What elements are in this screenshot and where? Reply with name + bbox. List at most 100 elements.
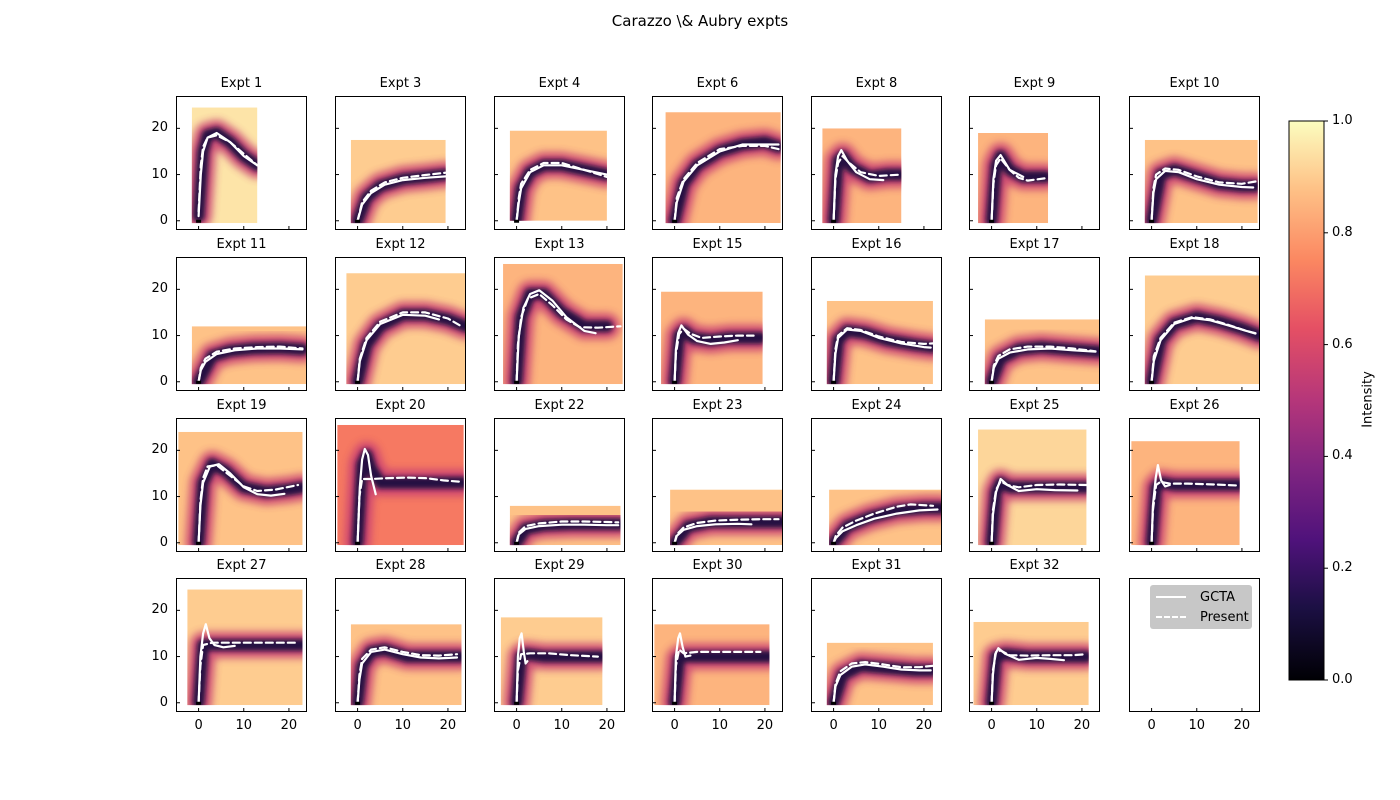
present-line [356,476,463,544]
source-marker [672,541,678,545]
panel-axes [1129,96,1260,230]
x-tick-label: 0 [512,718,521,733]
panel-title: Expt 12 [375,237,426,252]
present-line [832,660,935,704]
x-tick-label: 10 [1188,718,1206,733]
colorbar-tick-label: 0.6 [1332,336,1353,352]
source-marker [831,219,837,223]
colorbar-tick-label: 0.4 [1332,448,1353,464]
panel-axes [811,418,942,552]
panel-axes [652,96,783,230]
empty-legend-axes [1129,578,1260,712]
colorbar-tick-label: 0.0 [1332,672,1353,687]
x-tick-label: 0 [829,718,838,733]
panel-title: Expt 29 [534,558,585,573]
x-tick-label: 0 [987,718,996,733]
source-marker [989,701,995,705]
present-line [197,134,259,213]
present-line [1150,480,1239,544]
x-tick-label: 10 [394,718,412,733]
panel-title: Expt 24 [851,398,902,413]
figure-title: Carazzo \& Aubry expts [611,12,789,30]
present-line [197,345,304,383]
axes-frame [494,257,625,391]
present-line [832,503,935,544]
panel-title: Expt 17 [1009,237,1060,252]
present-line [673,144,780,222]
x-tick-label: 10 [1028,718,1046,733]
panel-title: Expt 6 [696,76,739,91]
present-line [197,463,300,544]
y-tick-label: 0 [159,534,168,550]
y-tick-label: 20 [151,442,168,458]
source-marker [989,219,995,223]
panel-axes [335,418,466,552]
plume-core [668,650,770,706]
x-tick-label: 10 [235,718,253,733]
axes-frame [969,418,1100,552]
present-line [990,345,1097,383]
present-line [515,520,620,544]
x-tick-label: 10 [553,718,571,733]
axes-frame [969,96,1100,230]
axes-frame [811,96,942,230]
gcta-line [673,632,692,704]
colorbar-tick-label: 1.0 [1332,113,1353,128]
panel-title: Expt 9 [1013,76,1056,91]
y-tick-label: 0 [159,212,168,228]
present-line [515,161,609,222]
axes-frame [969,578,1100,712]
source-marker [831,701,837,705]
colorbar-tick-label: 0.2 [1332,560,1353,576]
present-line [1150,315,1259,383]
panel-title: Expt 28 [375,558,426,573]
source-marker [196,701,202,705]
present-line [673,518,780,544]
present-line [832,327,935,383]
axes-frame [1129,418,1260,552]
panel-title: Expt 11 [216,237,267,252]
panel-axes [969,418,1100,552]
gcta-line [356,313,441,383]
panel-axes [969,257,1100,391]
axes-frame [1129,578,1260,712]
gcta-line [832,663,932,704]
x-tick-label: 10 [711,718,729,733]
gcta-line [515,632,529,704]
x-tick-label: 20 [1233,718,1251,733]
source-marker [1149,541,1155,545]
source-marker [989,380,995,384]
panel-axes [811,257,942,391]
x-tick-label: 0 [1147,718,1156,733]
axes-frame [652,418,783,552]
axes-frame [652,578,783,712]
panel-axes [494,418,625,552]
panel-title: Expt 26 [1169,398,1220,413]
x-tick-label: 20 [280,718,298,733]
panel-axes [335,578,466,712]
panel-title: Expt 1 [220,76,263,91]
present-line [356,311,463,383]
panel-axes [176,418,307,552]
axes-frame [176,257,307,391]
panel-axes [494,96,625,230]
axes-frame [176,418,307,552]
x-tick-label: 0 [670,718,679,733]
panel-title: Expt 27 [216,558,267,573]
y-tick-label: 10 [151,166,168,182]
axes-frame [494,418,625,552]
y-tick-label: 0 [159,694,168,710]
source-marker [831,380,837,384]
panel-axes [176,578,307,712]
panel-title: Expt 3 [379,76,422,91]
axes-frame [652,96,783,230]
panel-title: Expt 30 [692,558,743,573]
axes-frame [652,257,783,391]
panel-axes [652,257,783,391]
y-tick-label: 10 [151,648,168,664]
present-line [990,480,1088,544]
source-marker [831,541,837,545]
y-tick-label: 10 [151,488,168,504]
source-marker [1149,380,1155,384]
present-line [515,292,622,383]
